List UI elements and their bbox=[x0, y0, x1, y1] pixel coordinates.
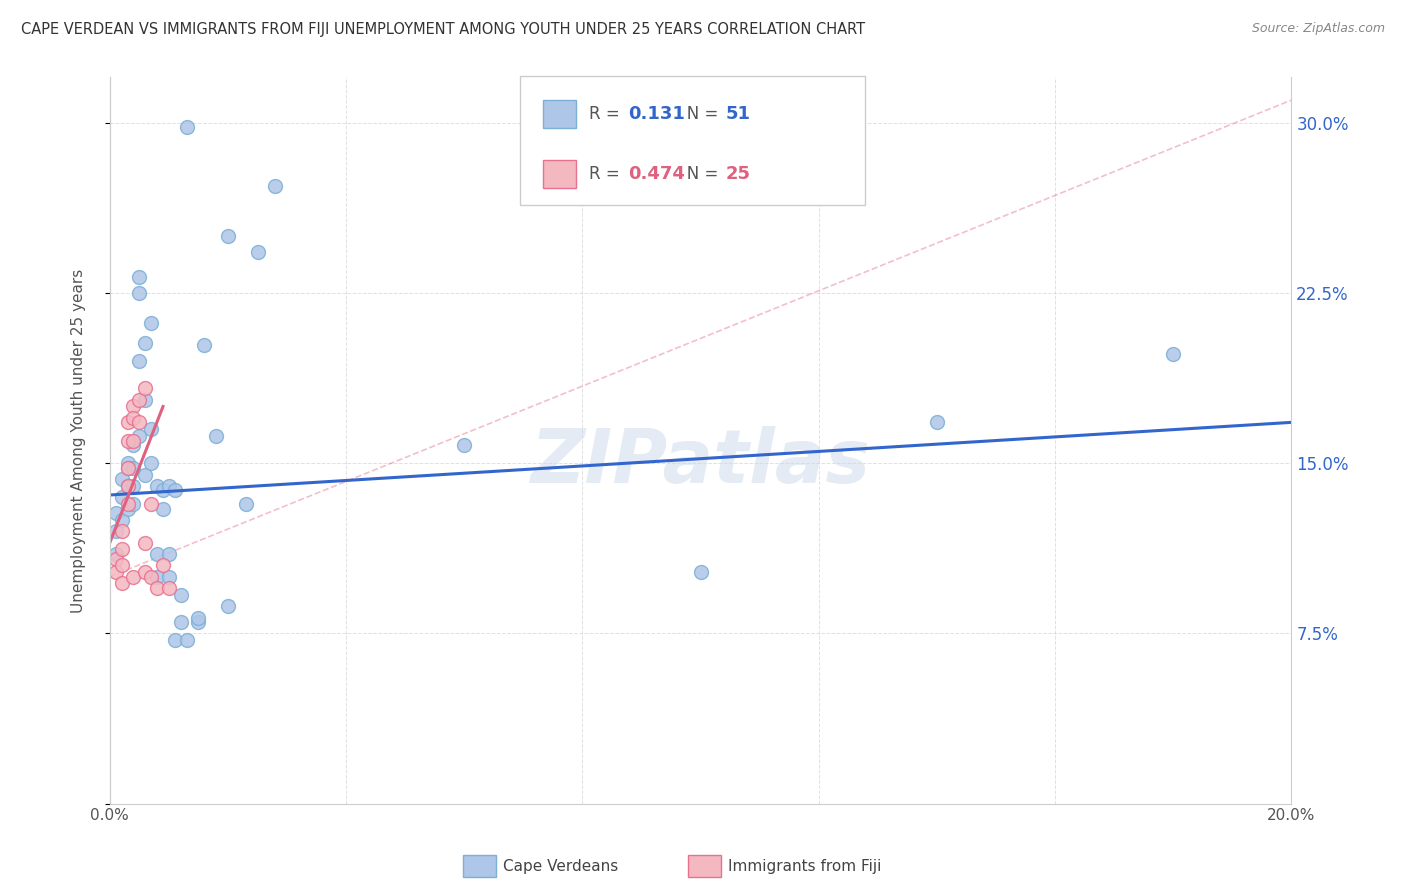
Point bbox=[134, 381, 156, 395]
Point bbox=[264, 179, 287, 194]
Point bbox=[187, 615, 209, 629]
Point bbox=[122, 479, 145, 493]
Point bbox=[122, 400, 145, 414]
Point bbox=[157, 547, 180, 561]
Point bbox=[141, 316, 163, 330]
Point bbox=[141, 497, 163, 511]
Point bbox=[117, 416, 139, 430]
Point bbox=[170, 615, 193, 629]
Point bbox=[111, 513, 134, 527]
Text: N =: N = bbox=[671, 105, 723, 123]
Point bbox=[152, 558, 174, 573]
Point bbox=[163, 633, 186, 648]
Point bbox=[128, 270, 150, 285]
Point bbox=[141, 422, 163, 436]
Point bbox=[128, 416, 150, 430]
Point bbox=[122, 434, 145, 448]
Point bbox=[134, 392, 156, 407]
Point bbox=[128, 429, 150, 443]
Point bbox=[111, 576, 134, 591]
Point bbox=[246, 245, 269, 260]
Point bbox=[152, 483, 174, 498]
Point bbox=[111, 558, 134, 573]
Text: 0.131: 0.131 bbox=[628, 105, 685, 123]
Text: N =: N = bbox=[671, 165, 723, 183]
Text: 0.474: 0.474 bbox=[628, 165, 685, 183]
Point bbox=[117, 479, 139, 493]
Point bbox=[122, 438, 145, 452]
Point bbox=[217, 599, 239, 614]
Point bbox=[689, 565, 711, 579]
Point bbox=[146, 570, 169, 584]
Point bbox=[117, 460, 139, 475]
Point bbox=[176, 633, 198, 648]
Point bbox=[104, 565, 127, 579]
Point bbox=[157, 570, 180, 584]
Point bbox=[104, 547, 127, 561]
Point bbox=[152, 501, 174, 516]
Point bbox=[104, 551, 127, 566]
Text: R =: R = bbox=[589, 165, 630, 183]
Point bbox=[157, 479, 180, 493]
Text: ZIPatlas: ZIPatlas bbox=[530, 425, 870, 499]
Point bbox=[104, 506, 127, 520]
Point bbox=[104, 524, 127, 539]
Point bbox=[128, 286, 150, 301]
Point bbox=[157, 581, 180, 595]
Point bbox=[146, 581, 169, 595]
Point bbox=[163, 483, 186, 498]
Point bbox=[205, 429, 228, 443]
Text: Source: ZipAtlas.com: Source: ZipAtlas.com bbox=[1251, 22, 1385, 36]
Point bbox=[134, 467, 156, 482]
Text: 25: 25 bbox=[725, 165, 751, 183]
Point bbox=[1161, 347, 1184, 361]
Point bbox=[134, 565, 156, 579]
Point bbox=[146, 479, 169, 493]
Point bbox=[134, 335, 156, 350]
Point bbox=[193, 338, 215, 352]
Point bbox=[187, 610, 209, 624]
Point bbox=[111, 472, 134, 486]
Point bbox=[134, 535, 156, 549]
Point bbox=[141, 570, 163, 584]
Text: 51: 51 bbox=[725, 105, 751, 123]
Text: Immigrants from Fiji: Immigrants from Fiji bbox=[728, 859, 882, 873]
Text: CAPE VERDEAN VS IMMIGRANTS FROM FIJI UNEMPLOYMENT AMONG YOUTH UNDER 25 YEARS COR: CAPE VERDEAN VS IMMIGRANTS FROM FIJI UNE… bbox=[21, 22, 865, 37]
Point bbox=[117, 456, 139, 470]
Point bbox=[128, 354, 150, 368]
Point bbox=[925, 416, 948, 430]
Point bbox=[235, 497, 257, 511]
Y-axis label: Unemployment Among Youth under 25 years: Unemployment Among Youth under 25 years bbox=[72, 268, 86, 613]
Point bbox=[111, 524, 134, 539]
Point bbox=[117, 434, 139, 448]
Point bbox=[117, 460, 139, 475]
Point bbox=[111, 490, 134, 504]
Point bbox=[122, 410, 145, 425]
Point bbox=[122, 497, 145, 511]
Point bbox=[217, 229, 239, 244]
Text: Cape Verdeans: Cape Verdeans bbox=[503, 859, 619, 873]
Point bbox=[117, 497, 139, 511]
Point bbox=[141, 456, 163, 470]
Point bbox=[453, 438, 475, 452]
Point bbox=[170, 588, 193, 602]
Point bbox=[128, 392, 150, 407]
Point bbox=[122, 570, 145, 584]
Text: R =: R = bbox=[589, 105, 630, 123]
Point bbox=[122, 460, 145, 475]
Point bbox=[111, 542, 134, 557]
Point bbox=[176, 120, 198, 135]
Point bbox=[117, 501, 139, 516]
Point bbox=[117, 479, 139, 493]
Point bbox=[146, 547, 169, 561]
